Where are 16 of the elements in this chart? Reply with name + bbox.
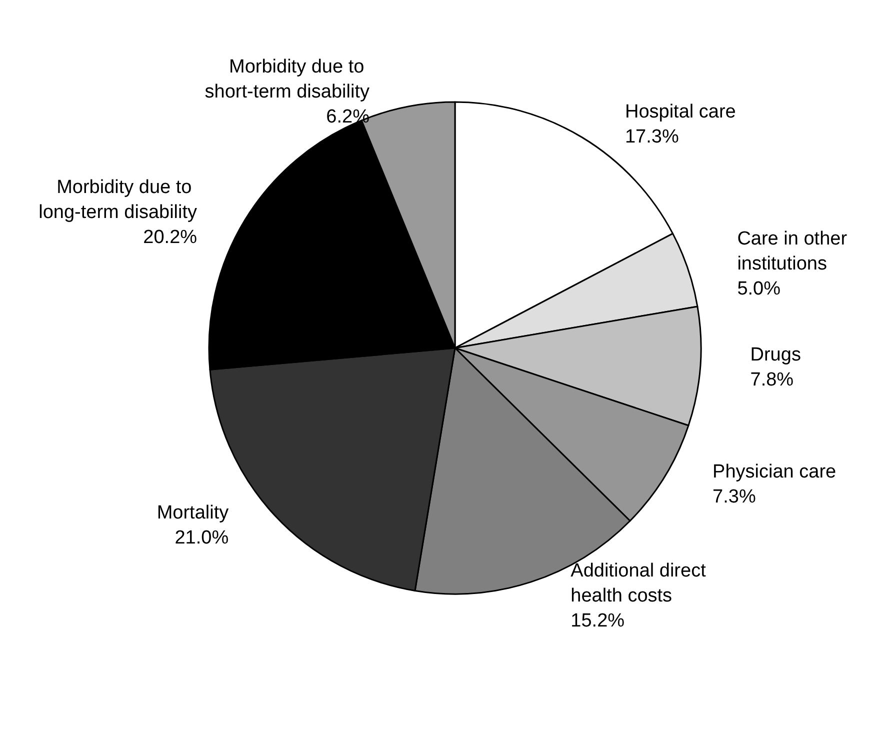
slice-label: Care in other institutions (737, 228, 852, 275)
data-label: 20.2% (143, 226, 198, 248)
slice-label: Mortality (156, 502, 230, 524)
slice-label: Morbidity due to long-term disability (38, 176, 198, 223)
data-label: 5.0% (737, 278, 781, 300)
data-label: 17.3% (624, 126, 679, 148)
slice-label: Hospital care (624, 102, 736, 123)
slice-label: Drugs (750, 344, 801, 366)
data-label: 7.3% (712, 486, 756, 508)
slice-label: Morbidity due to short-term disability (204, 56, 370, 102)
slice-label: Additional direct health costs (570, 560, 712, 607)
data-label: 6.2% (326, 106, 370, 128)
data-label: 15.2% (570, 610, 625, 632)
data-label: 7.8% (750, 370, 794, 391)
data-label: 21.0% (174, 527, 229, 548)
slice-label: Physician care (712, 461, 836, 482)
